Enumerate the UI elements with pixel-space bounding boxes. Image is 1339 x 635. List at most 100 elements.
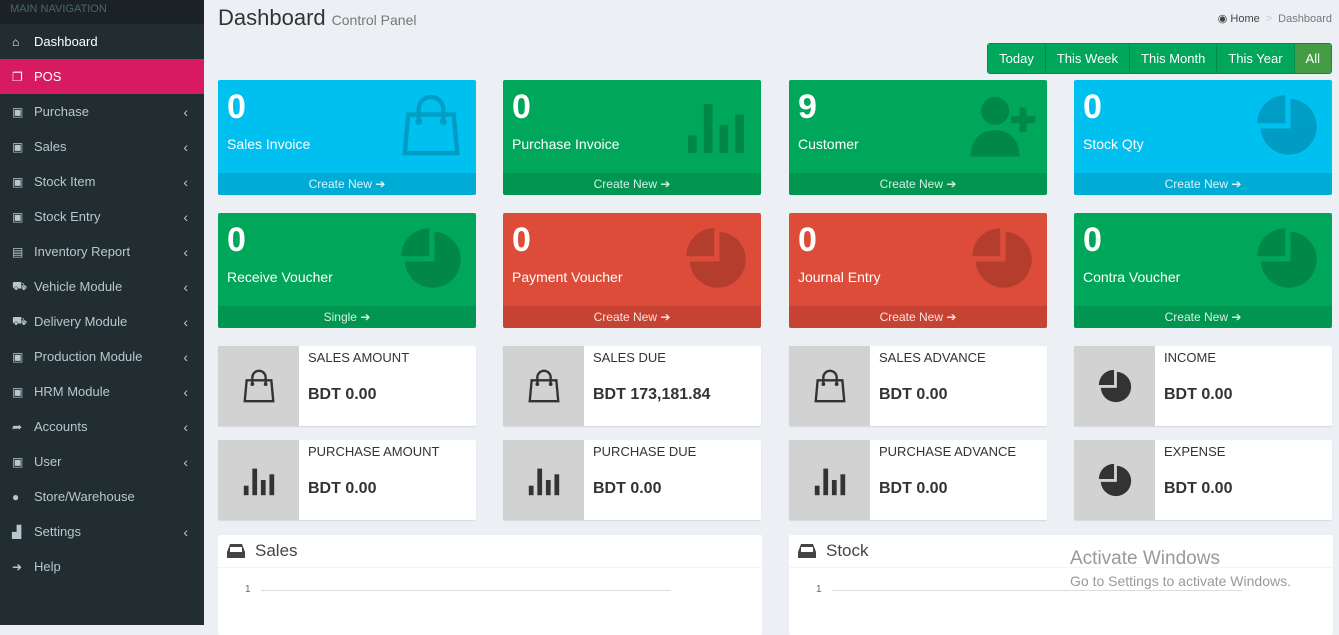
sidebar-item-label: User bbox=[34, 454, 62, 469]
stat-value: 0 bbox=[227, 221, 246, 259]
create-new-link[interactable]: Create New ➔ bbox=[503, 173, 761, 195]
sidebar-item-label: HRM Module bbox=[34, 384, 110, 399]
info-value: BDT 0.00 bbox=[308, 480, 377, 497]
stat-label: Customer bbox=[798, 136, 859, 152]
link-label: Create New bbox=[308, 177, 372, 191]
filter-this-month[interactable]: This Month bbox=[1130, 44, 1218, 73]
create-new-link[interactable]: Create New ➔ bbox=[1074, 306, 1332, 328]
arrow-circle-right-icon: ➔ bbox=[356, 310, 371, 324]
sidebar-item-label: Purchase bbox=[34, 104, 89, 119]
sidebar-item-stock-item[interactable]: ▣ Stock Item ‹ bbox=[0, 164, 204, 199]
panel-header: Stock bbox=[789, 535, 1333, 568]
create-new-link[interactable]: Create New ➔ bbox=[1074, 173, 1332, 195]
stat-label: Sales Invoice bbox=[227, 136, 311, 152]
sidebar-item-sales[interactable]: ▣ Sales ‹ bbox=[0, 129, 204, 164]
stat-value: 0 bbox=[512, 88, 531, 126]
sidebar-item-label: Accounts bbox=[34, 419, 88, 434]
sidebar-item-label: Delivery Module bbox=[34, 314, 128, 329]
link-label: Create New bbox=[1164, 177, 1228, 191]
sidebar-item-label: Dashboard bbox=[34, 34, 98, 49]
panel-title: Stock bbox=[826, 541, 869, 560]
sidebar-item-label: Store/Warehouse bbox=[34, 489, 135, 504]
info-value: BDT 0.00 bbox=[308, 386, 377, 403]
sidebar-item-help[interactable]: ➜ Help bbox=[0, 549, 204, 584]
link-label: Create New bbox=[879, 310, 943, 324]
sidebar-item-inventory-report[interactable]: ▤ Inventory Report ‹ bbox=[0, 234, 204, 269]
money-icon: ▣ bbox=[12, 349, 24, 364]
sidebar-item-settings[interactable]: ▟ Settings ‹ bbox=[0, 514, 204, 549]
stat-label: Receive Voucher bbox=[227, 269, 333, 285]
sidebar-item-label: Vehicle Module bbox=[34, 279, 123, 294]
info-box: PURCHASE ADVANCE BDT 0.00 bbox=[789, 440, 1047, 520]
stat-label: Stock Qty bbox=[1083, 136, 1144, 152]
home-icon: ⌂ bbox=[12, 34, 20, 49]
arrow-circle-right-icon: ➔ bbox=[1227, 310, 1242, 324]
info-value: BDT 0.00 bbox=[1164, 386, 1233, 403]
truck-icon: ⛟ bbox=[12, 278, 28, 293]
arrow-circle-right-icon: ➔ bbox=[656, 310, 671, 324]
create-new-link[interactable]: Create New ➔ bbox=[503, 306, 761, 328]
info-title: PURCHASE ADVANCE bbox=[879, 444, 1017, 459]
stat-box: 0 Receive Voucher Single ➔ bbox=[218, 213, 476, 328]
panel-stock: Stock 1 bbox=[789, 535, 1333, 635]
sidebar-item-pos[interactable]: ❐ POS bbox=[0, 59, 204, 94]
breadcrumb: ◉ Home > Dashboard bbox=[1218, 12, 1332, 25]
chevron-left-icon: ‹ bbox=[183, 208, 188, 225]
chevron-left-icon: ‹ bbox=[183, 418, 188, 435]
stat-value: 0 bbox=[512, 221, 531, 259]
filter-this-year[interactable]: This Year bbox=[1217, 44, 1295, 73]
filter-today[interactable]: Today bbox=[988, 44, 1046, 73]
sidebar-item-hrm-module[interactable]: ▣ HRM Module ‹ bbox=[0, 374, 204, 409]
link-label: Create New bbox=[593, 310, 657, 324]
nav-header: MAIN NAVIGATION bbox=[0, 0, 204, 24]
sidebar-item-label: Settings bbox=[34, 524, 81, 539]
panel-sales: Sales 1 bbox=[218, 535, 762, 635]
sidebar-item-purchase[interactable]: ▣ Purchase ‹ bbox=[0, 94, 204, 129]
create-new-link[interactable]: Create New ➔ bbox=[218, 173, 476, 195]
breadcrumb-current: Dashboard bbox=[1278, 13, 1332, 25]
filter-this-week[interactable]: This Week bbox=[1045, 44, 1131, 73]
pie-chart-icon bbox=[681, 223, 751, 293]
chevron-left-icon: ‹ bbox=[183, 453, 188, 470]
windows-watermark: Activate Windows Go to Settings to activa… bbox=[1070, 548, 1291, 589]
sidebar-item-label: Inventory Report bbox=[34, 244, 131, 259]
info-box: SALES DUE BDT 173,181.84 bbox=[503, 346, 761, 426]
info-box: PURCHASE AMOUNT BDT 0.00 bbox=[218, 440, 476, 520]
bar-chart-icon bbox=[218, 440, 299, 520]
truck-icon: ⛟ bbox=[12, 313, 28, 328]
info-value: BDT 0.00 bbox=[879, 480, 948, 497]
bar-chart-icon bbox=[789, 440, 870, 520]
page-subtitle: Control Panel bbox=[331, 12, 417, 28]
info-box: SALES AMOUNT BDT 0.00 bbox=[218, 346, 476, 426]
info-box: PURCHASE DUE BDT 0.00 bbox=[503, 440, 761, 520]
breadcrumb-sep: > bbox=[1265, 13, 1273, 25]
sidebar-item-accounts[interactable]: ➦ Accounts ‹ bbox=[0, 409, 204, 444]
breadcrumb-home[interactable]: Home bbox=[1230, 13, 1260, 25]
stat-label: Purchase Invoice bbox=[512, 136, 620, 152]
create-new-link[interactable]: Create New ➔ bbox=[789, 306, 1047, 328]
money-icon: ▣ bbox=[12, 454, 24, 469]
sidebar-item-vehicle-module[interactable]: ⛟ Vehicle Module ‹ bbox=[0, 269, 204, 304]
sidebar-item-label: Production Module bbox=[34, 349, 143, 364]
sidebar-item-dashboard[interactable]: ⌂ Dashboard bbox=[0, 24, 204, 59]
money-icon: ▣ bbox=[12, 174, 24, 189]
sidebar-item-user[interactable]: ▣ User ‹ bbox=[0, 444, 204, 479]
map-marker-icon: ● bbox=[12, 489, 20, 504]
date-filter-group: Today This Week This Month This Year All bbox=[987, 43, 1332, 74]
sidebar-item-production-module[interactable]: ▣ Production Module ‹ bbox=[0, 339, 204, 374]
pie-chart-icon bbox=[1252, 90, 1322, 160]
chevron-left-icon: ‹ bbox=[183, 278, 188, 295]
bar-chart-icon bbox=[503, 440, 584, 520]
panel-header: Sales bbox=[218, 535, 762, 568]
sidebar-item-store-warehouse[interactable]: ● Store/Warehouse bbox=[0, 479, 204, 514]
filter-all[interactable]: All bbox=[1294, 44, 1331, 73]
arrow-circle-right-icon: ➜ bbox=[12, 559, 23, 574]
pie-chart-icon bbox=[1074, 440, 1155, 520]
sidebar-item-stock-entry[interactable]: ▣ Stock Entry ‹ bbox=[0, 199, 204, 234]
create-new-link[interactable]: Create New ➔ bbox=[789, 173, 1047, 195]
pie-chart-icon bbox=[396, 223, 466, 293]
sidebar-item-delivery-module[interactable]: ⛟ Delivery Module ‹ bbox=[0, 304, 204, 339]
create-new-link[interactable]: Single ➔ bbox=[218, 306, 476, 328]
info-title: INCOME bbox=[1164, 350, 1216, 365]
stat-box: 0 Stock Qty Create New ➔ bbox=[1074, 80, 1332, 195]
